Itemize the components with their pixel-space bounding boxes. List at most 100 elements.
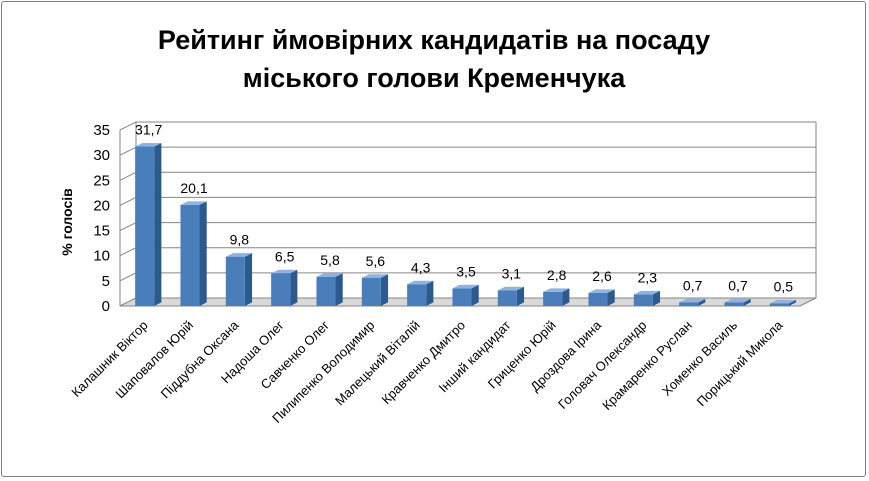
bar-3 [225, 253, 253, 306]
bar-top-5 [316, 273, 343, 277]
bar-side-11 [607, 289, 615, 306]
bar-9 [497, 286, 525, 306]
bar-top-4 [271, 269, 298, 274]
bar-front-12 [633, 294, 653, 306]
bar-front-1 [135, 146, 155, 306]
y-tick-labels: 0 5 10 15 20 25 30 35 [93, 122, 110, 315]
x-tick-label-12: Головач Олександр [555, 318, 649, 412]
bar-side-2 [199, 201, 207, 306]
gridline-side-5 [119, 171, 137, 181]
data-label-4: 6,5 [275, 248, 295, 264]
data-label-7: 4,3 [411, 259, 431, 275]
bar-side-5 [335, 273, 343, 306]
chart-title-line-2: міського голови Кременчука [243, 63, 626, 93]
bar-front-10 [543, 291, 563, 306]
bar-front-8 [452, 288, 472, 306]
bar-front-11 [588, 292, 608, 306]
bar-top-13 [679, 298, 706, 303]
bar-top-8 [452, 284, 479, 289]
bar-15 [769, 299, 797, 306]
bars [135, 142, 797, 306]
gridline-side-7 [119, 121, 137, 131]
data-label-14: 0,7 [728, 277, 748, 293]
bar-side-10 [562, 288, 570, 306]
bar-side-8 [471, 284, 479, 306]
bar-side-14 [743, 298, 751, 306]
bar-top-14 [724, 298, 751, 303]
x-tick-label-1: Калашник Віктор [68, 318, 150, 400]
bar-7 [407, 280, 434, 306]
data-label-12: 2,3 [638, 269, 658, 285]
gridline-side-1 [119, 272, 137, 282]
bar-top-10 [543, 288, 570, 292]
bar-top-3 [225, 253, 253, 257]
bar-side-1 [154, 142, 162, 306]
data-label-1: 31,7 [135, 122, 162, 138]
bar-2 [180, 201, 207, 306]
bar-4 [271, 269, 298, 306]
bar-12 [633, 290, 661, 306]
data-label-9: 3,1 [502, 265, 522, 281]
y-tick-label-4: 20 [93, 197, 110, 214]
bar-top-6 [361, 274, 389, 278]
y-tick-label-1: 5 [102, 273, 110, 290]
bar-14 [724, 298, 751, 306]
bar-10 [543, 288, 570, 306]
y-tick-label-3: 15 [93, 223, 110, 240]
chart-title-line-1: Рейтинг ймовірних кандидатів на посаду [158, 25, 710, 55]
data-label-6: 5,6 [366, 253, 386, 269]
data-label-13: 0,7 [683, 277, 703, 293]
bar-front-5 [316, 276, 336, 306]
bar-top-1 [135, 142, 162, 147]
data-label-8: 3,5 [456, 263, 476, 279]
bar-top-9 [497, 286, 525, 291]
bar-side-7 [426, 280, 434, 306]
y-tick-label-5: 25 [93, 172, 110, 189]
x-tick-label-15: Порицький Микола [694, 317, 786, 409]
y-axis-label: % голосів [59, 188, 75, 256]
bar-5 [316, 273, 343, 306]
bar-side-9 [516, 286, 525, 306]
gridline-side-2 [119, 247, 137, 257]
bar-top-7 [407, 280, 434, 285]
bar-side-6 [380, 274, 389, 306]
bar-top-2 [180, 201, 207, 205]
bar-front-7 [407, 284, 427, 306]
data-labels: 31,7 20,1 9,8 6,5 5,8 5,6 4,3 3,5 3,1 2,8 2,6 2,3 0,… [135, 122, 793, 295]
data-label-15: 0,5 [774, 278, 794, 294]
data-label-10: 2,8 [547, 267, 567, 283]
gridline-side-3 [119, 222, 137, 232]
bar-top-11 [588, 289, 615, 293]
bar-front-9 [497, 290, 517, 306]
bar-front-14 [724, 302, 744, 306]
bar-side-12 [652, 290, 661, 306]
bar-top-15 [769, 299, 797, 304]
y-tick-label-6: 30 [93, 147, 110, 164]
y-tick-label-0: 0 [102, 298, 110, 315]
bar-top-12 [633, 290, 661, 295]
bar-13 [679, 298, 706, 306]
bar-6 [361, 274, 389, 306]
bar-1 [135, 142, 162, 306]
data-label-5: 5,8 [320, 252, 340, 268]
x-tick-label-3: Піддубна Оксана [158, 317, 242, 401]
bar-side-15 [788, 299, 797, 306]
x-tick-label-8: Кравченко Дмитро [379, 318, 469, 408]
bar-side-4 [290, 269, 298, 306]
gridline-side-6 [119, 146, 137, 156]
bar-front-2 [180, 204, 200, 306]
bar-side-3 [244, 253, 253, 306]
y-tick-label-7: 35 [93, 122, 110, 139]
bar-front-3 [225, 256, 245, 306]
bar-front-13 [679, 302, 699, 306]
x-tick-label-7: Малецький Віталій [332, 318, 423, 409]
data-label-3: 9,8 [230, 232, 250, 248]
x-tick-label-2: Шаповалов Юрій [112, 318, 196, 402]
bar-11 [588, 289, 615, 306]
bar-front-6 [361, 277, 381, 306]
y-tick-label-2: 10 [93, 248, 110, 265]
bar-8 [452, 284, 479, 306]
